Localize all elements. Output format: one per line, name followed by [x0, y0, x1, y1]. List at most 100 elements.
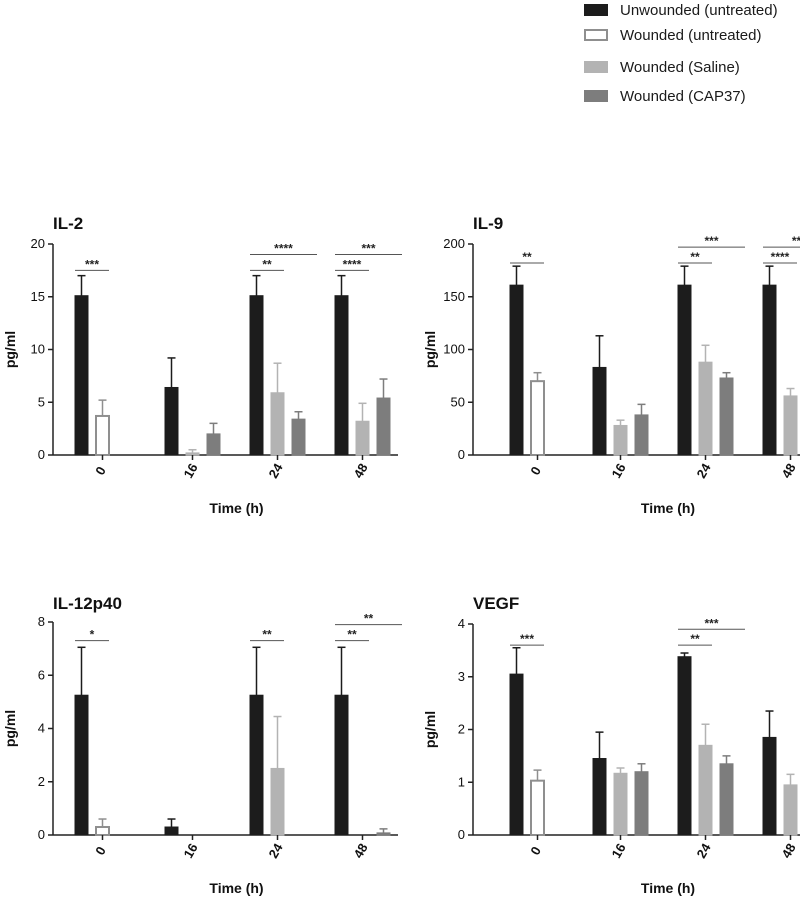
- y-tick-label: 50: [451, 394, 465, 409]
- bar: [783, 784, 798, 836]
- bar: [206, 433, 221, 456]
- significance-label: ****: [771, 250, 790, 264]
- bar: [334, 694, 349, 836]
- x-axis-label: Time (h): [641, 500, 695, 516]
- y-tick-label: 200: [443, 236, 465, 251]
- chart-title: VEGF: [473, 594, 519, 613]
- x-tick-label: 16: [180, 461, 200, 481]
- y-tick-label: 8: [38, 614, 45, 629]
- y-tick-label: 10: [31, 342, 45, 357]
- legend-item-wounded-saline: Wounded (Saline): [584, 57, 740, 77]
- legend-swatch: [584, 90, 608, 102]
- y-tick-label: 0: [38, 447, 45, 462]
- bar: [783, 395, 798, 456]
- significance-label: ***: [85, 257, 99, 271]
- bar: [719, 763, 734, 836]
- x-tick-label: 16: [608, 841, 628, 861]
- y-tick-label: 4: [38, 721, 45, 736]
- bar: [376, 397, 391, 456]
- legend-label: Unwounded (untreated): [620, 1, 778, 19]
- x-tick-label: 0: [527, 464, 544, 478]
- significance-label: **: [522, 250, 532, 264]
- x-axis-label: Time (h): [209, 880, 263, 896]
- significance-label: ****: [343, 257, 362, 271]
- legend-item-wounded-cap37: Wounded (CAP37): [584, 86, 746, 106]
- y-axis-label: pg/ml: [2, 710, 18, 747]
- x-tick-label: 48: [350, 841, 370, 861]
- bar: [530, 779, 545, 836]
- legend-item-unwounded-untreated: Unwounded (untreated): [584, 0, 778, 20]
- bar: [634, 414, 649, 456]
- y-tick-label: 4: [458, 616, 465, 631]
- x-tick-label: 24: [693, 840, 714, 861]
- x-tick-label: 48: [778, 461, 798, 481]
- significance-label: **: [364, 612, 374, 626]
- y-tick-label: 0: [458, 827, 465, 842]
- bar: [95, 414, 110, 456]
- y-tick-label: 0: [458, 447, 465, 462]
- y-tick-label: 2: [458, 722, 465, 737]
- y-tick-label: 15: [31, 289, 45, 304]
- bar: [74, 295, 89, 456]
- bar: [249, 295, 264, 456]
- significance-label: **: [262, 628, 272, 642]
- x-tick-label: 16: [180, 841, 200, 861]
- bar: [592, 758, 607, 836]
- y-tick-label: 0: [38, 827, 45, 842]
- bar: [677, 656, 692, 836]
- bar: [530, 380, 545, 456]
- bar: [185, 452, 200, 456]
- bar: [509, 673, 524, 836]
- legend-label: Wounded (CAP37): [620, 87, 746, 105]
- bar: [698, 361, 713, 456]
- y-tick-label: 150: [443, 289, 465, 304]
- significance-label: ***: [704, 234, 718, 248]
- bar: [74, 694, 89, 836]
- significance-label: **: [690, 632, 700, 646]
- x-tick-label: 0: [92, 844, 109, 858]
- x-tick-label: 16: [608, 461, 628, 481]
- bar: [509, 284, 524, 456]
- bar: [719, 377, 734, 456]
- y-tick-label: 6: [38, 667, 45, 682]
- significance-label: ***: [361, 242, 375, 256]
- x-tick-label: 0: [527, 844, 544, 858]
- bar: [762, 736, 777, 836]
- y-axis-label: pg/ml: [422, 331, 438, 368]
- bar: [291, 418, 306, 456]
- significance-label: ****: [274, 242, 293, 256]
- significance-label: **: [347, 628, 357, 642]
- x-tick-label: 48: [350, 461, 370, 481]
- y-tick-label: 2: [38, 774, 45, 789]
- y-tick-label: 5: [38, 394, 45, 409]
- legend-swatch: [584, 29, 608, 41]
- x-tick-label: 24: [265, 840, 286, 861]
- chart-title: IL-12p40: [53, 594, 122, 613]
- legend-label: Wounded (untreated): [620, 26, 762, 44]
- significance-label: ***: [704, 616, 718, 630]
- significance-label: **: [690, 250, 700, 264]
- x-axis-label: Time (h): [209, 500, 263, 516]
- significance-label: ***: [520, 632, 534, 646]
- bar: [164, 386, 179, 456]
- bar: [270, 767, 285, 836]
- y-tick-label: 100: [443, 342, 465, 357]
- y-tick-label: 1: [458, 774, 465, 789]
- bar: [355, 420, 370, 456]
- x-tick-label: 24: [693, 460, 714, 481]
- x-tick-label: 48: [778, 841, 798, 861]
- significance-label: **: [262, 257, 272, 271]
- y-tick-label: 3: [458, 669, 465, 684]
- bar: [613, 772, 628, 836]
- significance-label: *: [90, 628, 95, 642]
- x-axis-label: Time (h): [641, 880, 695, 896]
- chart-title: IL-2: [53, 214, 83, 233]
- bar: [592, 366, 607, 456]
- x-tick-label: 24: [265, 460, 286, 481]
- bar: [376, 832, 391, 836]
- y-axis-label: pg/ml: [2, 331, 18, 368]
- bar: [334, 295, 349, 456]
